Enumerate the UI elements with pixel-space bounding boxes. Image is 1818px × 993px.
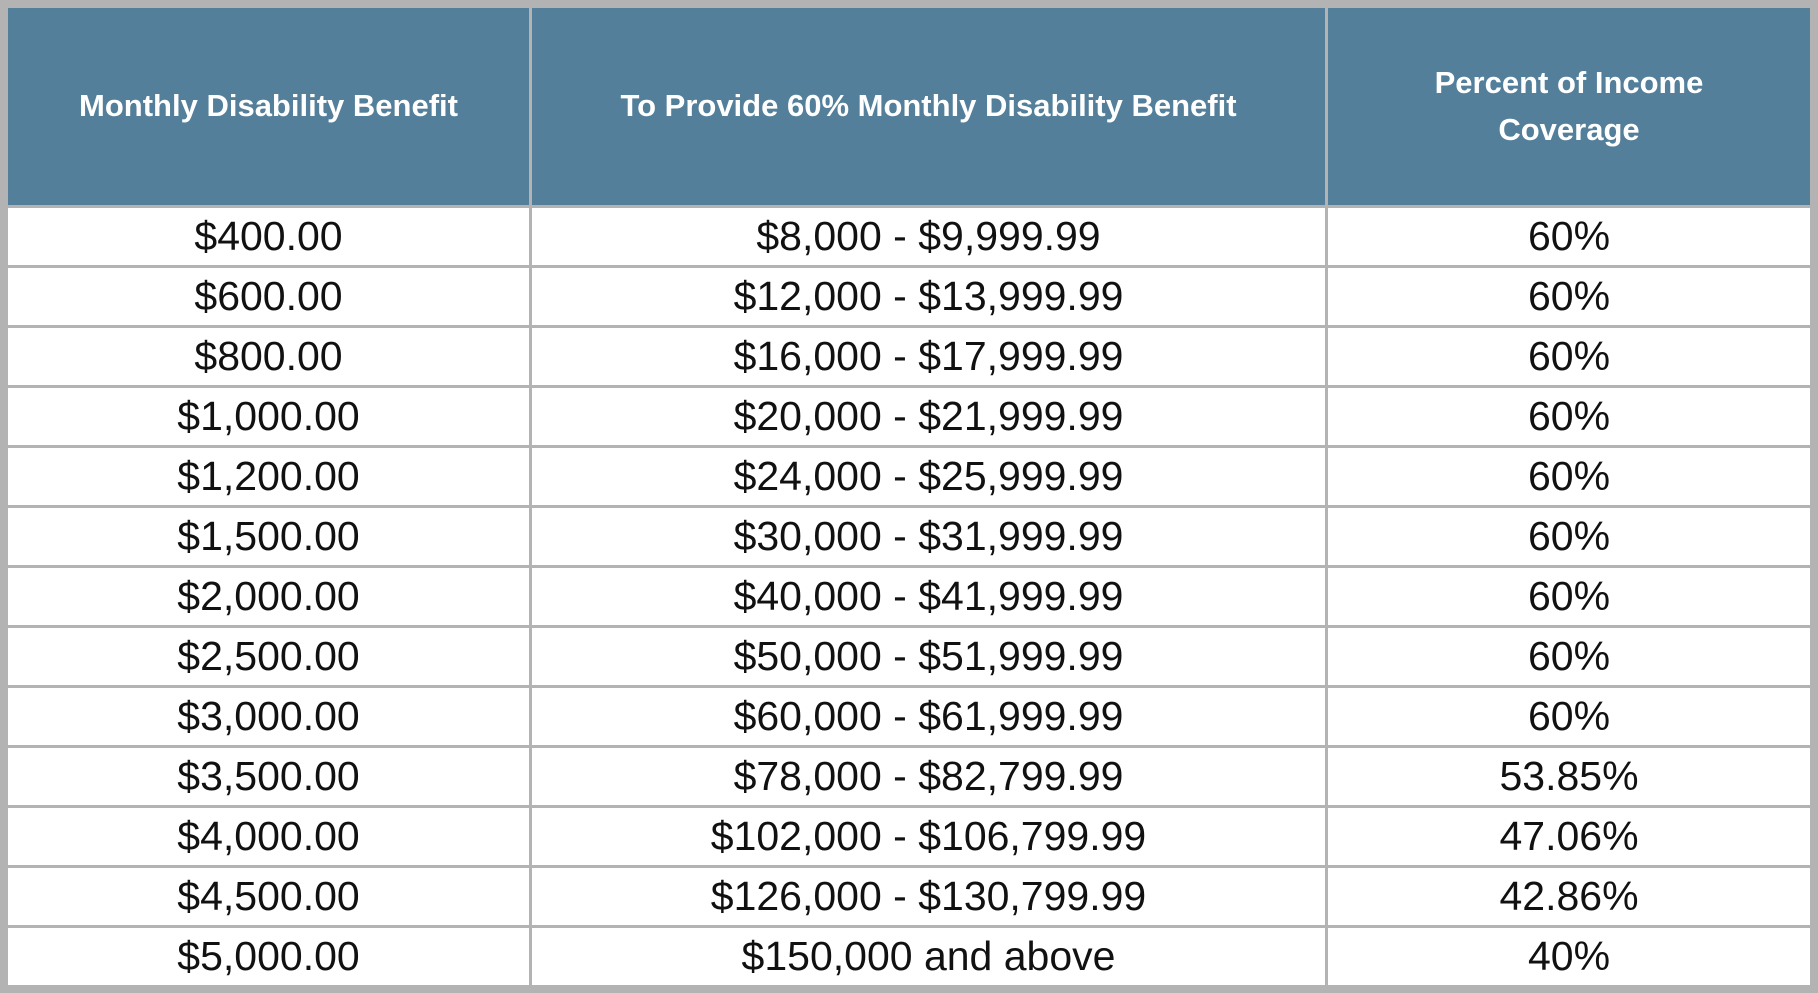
table-cell: $78,000 - $82,799.99	[532, 748, 1325, 805]
table-cell: $3,000.00	[8, 688, 529, 745]
table-cell: $2,500.00	[8, 628, 529, 685]
table-cell: 60%	[1328, 328, 1810, 385]
table-cell: $5,000.00	[8, 928, 529, 985]
table-cell: 42.86%	[1328, 868, 1810, 925]
table-cell: $3,500.00	[8, 748, 529, 805]
header-cell: Percent of Income Coverage	[1328, 8, 1810, 205]
table-cell: $600.00	[8, 268, 529, 325]
header-cell: Monthly Disability Benefit	[8, 8, 529, 205]
table-cell: $1,200.00	[8, 448, 529, 505]
table-cell: 60%	[1328, 508, 1810, 565]
table-cell: 40%	[1328, 928, 1810, 985]
table-cell: $40,000 - $41,999.99	[532, 568, 1325, 625]
table-cell: 53.85%	[1328, 748, 1810, 805]
table-cell: 60%	[1328, 688, 1810, 745]
table-cell: 47.06%	[1328, 808, 1810, 865]
table-cell: $50,000 - $51,999.99	[532, 628, 1325, 685]
table-cell: 60%	[1328, 268, 1810, 325]
table-cell: $1,000.00	[8, 388, 529, 445]
table-cell: $102,000 - $106,799.99	[532, 808, 1325, 865]
table-cell: $400.00	[8, 208, 529, 265]
table-cell: 60%	[1328, 208, 1810, 265]
table-cell: 60%	[1328, 568, 1810, 625]
table-cell: $4,500.00	[8, 868, 529, 925]
table-cell: $20,000 - $21,999.99	[532, 388, 1325, 445]
table-cell: 60%	[1328, 628, 1810, 685]
table-cell: $800.00	[8, 328, 529, 385]
table-cell: $4,000.00	[8, 808, 529, 865]
table-cell: $12,000 - $13,999.99	[532, 268, 1325, 325]
table-cell: $8,000 - $9,999.99	[532, 208, 1325, 265]
table-cell: $30,000 - $31,999.99	[532, 508, 1325, 565]
table-cell: 60%	[1328, 448, 1810, 505]
table-cell: $24,000 - $25,999.99	[532, 448, 1325, 505]
table-cell: $2,000.00	[8, 568, 529, 625]
table-cell: 60%	[1328, 388, 1810, 445]
table-cell: $60,000 - $61,999.99	[532, 688, 1325, 745]
header-cell: To Provide 60% Monthly Disability Benefi…	[532, 8, 1325, 205]
table-cell: $126,000 - $130,799.99	[532, 868, 1325, 925]
table-cell: $150,000 and above	[532, 928, 1325, 985]
table-cell: $1,500.00	[8, 508, 529, 565]
table-cell: $16,000 - $17,999.99	[532, 328, 1325, 385]
